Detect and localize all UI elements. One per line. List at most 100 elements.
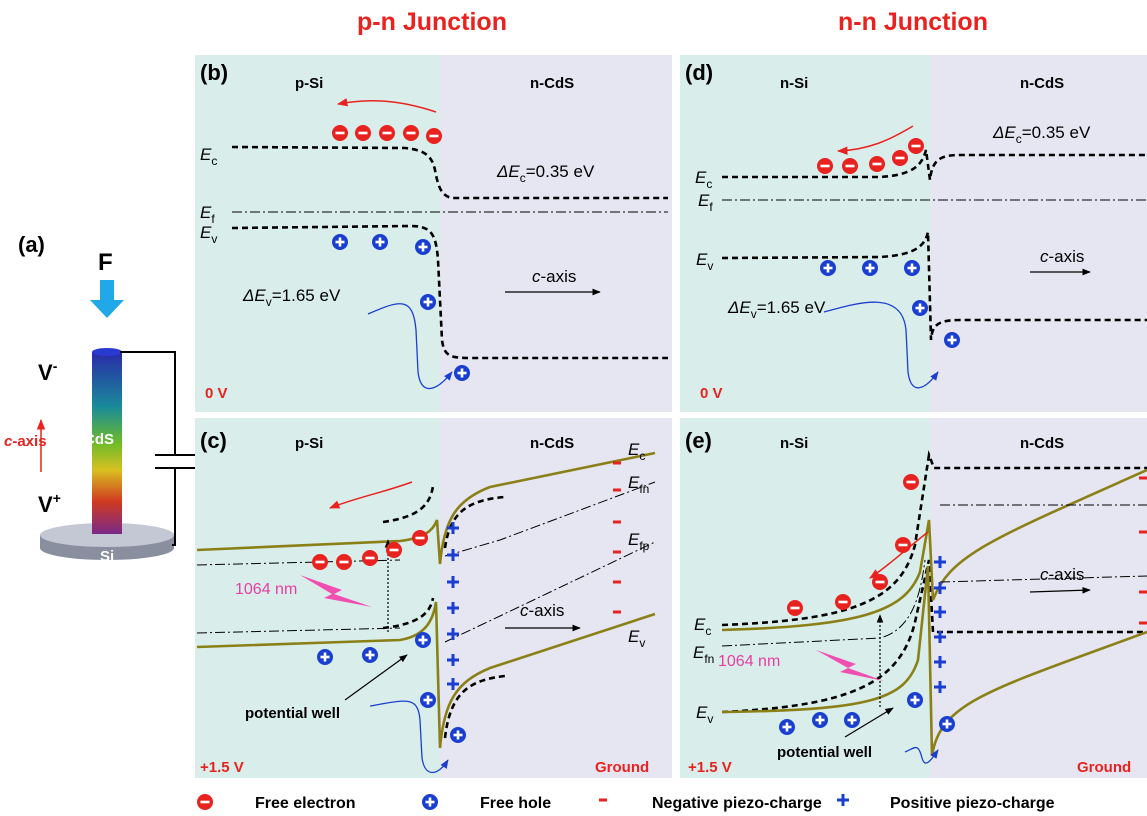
text-part: v [211, 232, 217, 246]
negative-piezo-charge [613, 581, 621, 584]
legend-label: Free hole [480, 795, 551, 812]
panel-label: (d) [685, 60, 713, 85]
negative-piezo-charge [599, 799, 607, 802]
panel-label: (a) [18, 232, 45, 257]
positive-piezo-charge [452, 576, 455, 588]
text-part: E [200, 203, 212, 222]
positive-piezo-charge [452, 678, 455, 690]
text-part: E [628, 440, 640, 459]
positive-piezo-charge [452, 654, 455, 666]
bias-label: 0 V [700, 385, 723, 402]
region-label: n-CdS [1020, 75, 1064, 92]
hole-sign [429, 798, 432, 807]
electron-sign [383, 132, 392, 135]
text-part: =1.65 eV [757, 298, 826, 317]
hole-sign [427, 298, 430, 307]
region-label: n-Si [780, 435, 808, 452]
axis-label: c-axis [532, 267, 576, 286]
positive-piezo-charge [939, 582, 942, 594]
text-part: E [200, 145, 212, 164]
hole-sign [827, 264, 830, 273]
axis-label: c-axis [4, 433, 47, 450]
text-part: E [698, 191, 710, 210]
axis: -axis [12, 433, 46, 450]
negative-piezo-charge [1139, 622, 1147, 625]
electrode-label: V+ [38, 490, 61, 517]
electrode-label: V- [38, 358, 58, 385]
axis-label: c-axis [1040, 247, 1084, 266]
panel-label: (b) [200, 60, 228, 85]
region-label: n-CdS [530, 75, 574, 92]
cds-region [930, 418, 1147, 778]
positive-piezo-charge [452, 522, 455, 534]
hole-sign [422, 636, 425, 645]
text-part: fp [639, 539, 649, 553]
negative-piezo-charge [613, 551, 621, 554]
electron-sign [316, 561, 325, 564]
hole-sign [946, 720, 949, 729]
force-arrow [90, 280, 124, 318]
axis-label: c-axis [520, 601, 564, 620]
electron-sign [912, 145, 921, 148]
electron-sign [366, 557, 375, 560]
text-part: ΔE [992, 123, 1016, 142]
text-part: v [707, 259, 713, 273]
positive-piezo-charge [452, 602, 455, 614]
region-label: n-Si [780, 75, 808, 92]
legend-label: Negative piezo-charge [652, 795, 822, 812]
panel-label: (e) [685, 428, 712, 453]
text-part: -axis [1049, 565, 1085, 584]
laser-label: 1064 nm [235, 581, 297, 598]
hole-sign [422, 243, 425, 252]
electron-sign [896, 157, 905, 160]
substrate-label: Si [100, 548, 114, 565]
electron-sign [340, 561, 349, 564]
hole-sign [324, 653, 327, 662]
sign: - [53, 358, 58, 374]
figure: p-n Junction n-n Junction (a) F V- V+ c-… [0, 0, 1147, 816]
electron-sign [876, 581, 885, 584]
positive-piezo-charge [939, 606, 942, 618]
text-part: E [200, 223, 212, 242]
rod-label: CdS [84, 431, 114, 448]
electron-sign [359, 132, 368, 135]
force-label: F [98, 249, 113, 276]
capacitor [155, 455, 195, 468]
electron-sign [839, 601, 848, 604]
hole-sign [379, 238, 382, 247]
hole-sign [914, 696, 917, 705]
si-region [680, 418, 930, 778]
electron-sign [873, 163, 882, 166]
electron-sign [907, 481, 916, 484]
positive-piezo-charge [939, 681, 942, 693]
electron-sign [390, 549, 399, 552]
header: n-n Junction [838, 8, 988, 36]
positive-piezo-charge [939, 656, 942, 668]
electron-sign [416, 537, 425, 540]
text-part: E [628, 473, 640, 492]
region-label: p-Si [295, 435, 323, 452]
positive-piezo-charge [939, 556, 942, 568]
legend-label: Free electron [255, 795, 355, 812]
ground-label: Ground [595, 759, 649, 776]
hole-sign [869, 264, 872, 273]
text-part: =0.35 eV [1022, 123, 1091, 142]
electron-sign [791, 607, 800, 610]
text-part: =1.65 eV [272, 286, 341, 305]
text-part: E [695, 168, 707, 187]
electron-sign [407, 132, 416, 135]
region-label: n-CdS [1020, 435, 1064, 452]
well-label: potential well [245, 705, 340, 722]
negative-piezo-charge [1139, 531, 1147, 534]
electron-sign [899, 544, 908, 547]
positive-piezo-charge [842, 794, 845, 806]
region-label: p-Si [295, 75, 323, 92]
negative-piezo-charge [1139, 591, 1147, 594]
negative-piezo-charge [613, 462, 621, 465]
ground-label: Ground [1077, 759, 1131, 776]
legend-label: Positive piezo-charge [890, 795, 1055, 812]
well-label: potential well [777, 744, 872, 761]
text-part: E [696, 250, 708, 269]
region-label: n-CdS [530, 435, 574, 452]
hole-sign [369, 651, 372, 660]
